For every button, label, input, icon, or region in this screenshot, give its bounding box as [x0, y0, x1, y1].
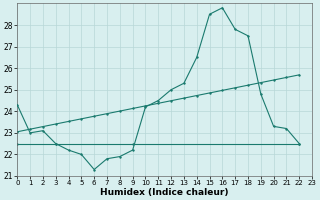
X-axis label: Humidex (Indice chaleur): Humidex (Indice chaleur): [100, 188, 229, 197]
